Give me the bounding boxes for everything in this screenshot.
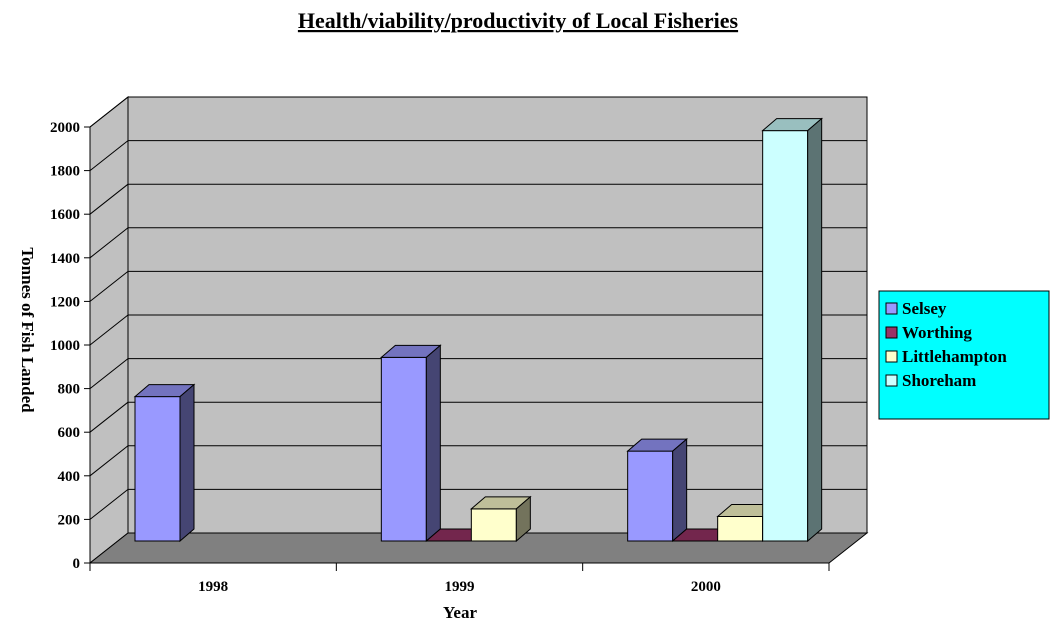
y-tick-label: 600 [58,425,81,441]
bar-front [627,450,674,542]
gridline-side [89,401,129,433]
legend-label-littlehampton: Littlehampton [902,347,1007,366]
bar-front [380,356,427,542]
y-tick-label: 1000 [50,338,80,354]
x-tick-label: 1999 [445,579,475,595]
gridline-side [89,183,129,215]
x-tick-label: 1998 [198,579,228,595]
bar-front [470,508,517,542]
y-axis-label: Tonnes of Fish Landed [18,247,37,413]
legend-box [878,290,1050,420]
legend: Selsey Worthing Littlehampton Shoreham [878,290,1050,420]
bars [133,117,824,543]
x-axis-label: Year [443,603,477,622]
gridline-side [89,489,129,520]
legend-swatch-littlehampton [885,350,898,363]
y-tick-label: 0 [73,556,81,572]
bar-side [179,383,195,543]
y-tick-label: 800 [58,382,81,398]
legend-label-worthing: Worthing [902,323,972,342]
bar-side [515,495,531,543]
legend-swatch-shoreham [885,374,898,387]
bar-selsey-2000 [626,437,689,543]
bar-front [762,130,809,542]
bar-selsey-1999 [379,344,442,543]
legend-swatch-selsey [885,302,898,315]
y-tick-label: 2000 [50,120,80,136]
gridline-side [89,358,129,389]
bar-front [134,396,181,542]
legend-label-shoreham: Shoreham [902,371,976,390]
axes: 0 200 400 600 800 1000 1200 1400 1600 1800 2000 199… [50,120,830,595]
y-tick-label: 1600 [50,207,80,223]
gridline-side [89,271,129,302]
gridlines [89,96,867,520]
gridline-side [89,445,129,477]
y-tick-label: 1200 [50,294,80,310]
chart-title: Health/viability/productivity of Local F… [298,8,739,33]
gridline-side [89,140,129,171]
legend-swatch-worthing [885,326,898,339]
legend-label-selsey: Selsey [902,299,947,318]
bar-shoreham-2000 [761,117,824,543]
bar-littlehampton-1999 [469,495,532,543]
gridline-side [89,314,129,346]
bar-selsey-1998 [133,383,196,543]
gridline-side [89,227,129,259]
y-tick-label: 1800 [50,164,80,180]
y-tick-label: 200 [58,512,81,528]
gridline-side [89,96,129,128]
bar-side [807,117,823,543]
x-tick-label: 2000 [691,579,721,595]
y-tick-label: 1400 [50,251,80,267]
bar-side [672,437,688,543]
chart-walls [88,95,869,565]
y-tick-label: 400 [58,469,81,485]
bar-side [425,344,441,543]
bar-front [717,515,764,542]
